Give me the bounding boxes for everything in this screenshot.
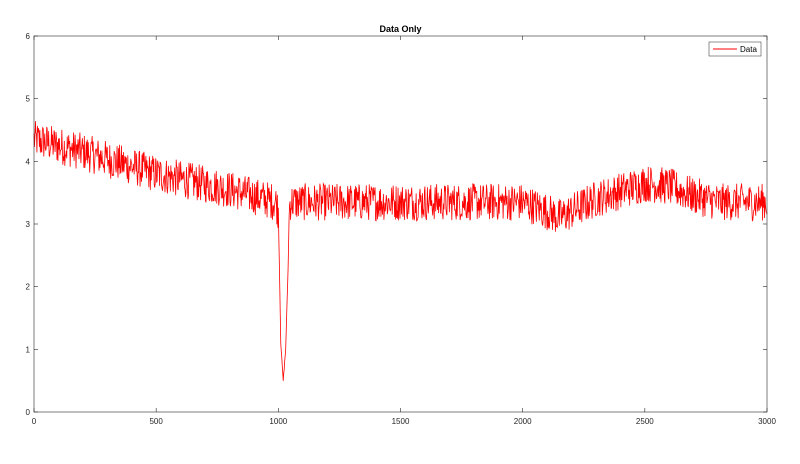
plot-area	[34, 36, 767, 412]
y-tick-label: 2	[26, 283, 31, 292]
y-tick-label: 4	[26, 157, 31, 166]
legend: Data	[708, 41, 762, 57]
x-tick-label: 1500	[392, 417, 410, 426]
x-tick-label: 500	[149, 417, 163, 426]
y-tick-label: 0	[26, 408, 31, 417]
x-tick-label: 2000	[514, 417, 532, 426]
y-tick-label: 1	[26, 345, 31, 354]
x-tick-label: 0	[32, 417, 37, 426]
chart-title: Data Only	[379, 24, 421, 34]
x-tick-label: 2500	[636, 417, 654, 426]
y-tick-label: 5	[26, 95, 31, 104]
series-layer	[33, 121, 768, 381]
series-line-data	[33, 121, 768, 381]
y-tick-label: 3	[26, 220, 31, 229]
y-axis: 0 1 2 3 4 5 6	[26, 32, 767, 417]
legend-label-data: Data	[740, 45, 757, 54]
x-axis: 0 500 1000 1500 2000 2500 3000	[32, 36, 776, 426]
y-tick-label: 6	[26, 32, 31, 41]
x-tick-label: 3000	[758, 417, 776, 426]
x-tick-label: 1000	[269, 417, 287, 426]
